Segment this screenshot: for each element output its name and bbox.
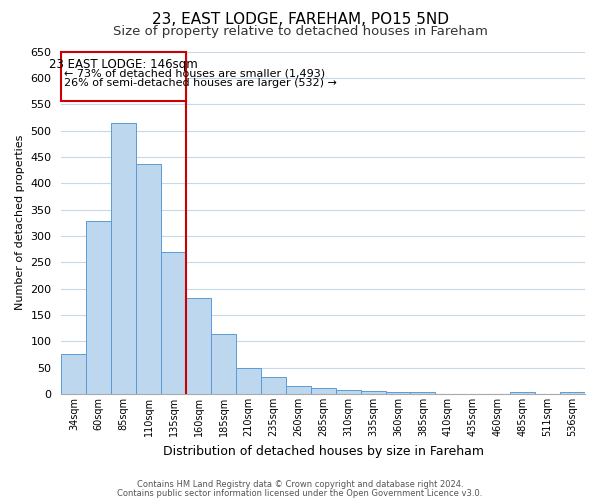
Bar bbox=[161, 252, 186, 394]
Text: 23 EAST LODGE: 146sqm: 23 EAST LODGE: 146sqm bbox=[49, 58, 198, 71]
Bar bbox=[211, 334, 236, 394]
Bar bbox=[410, 392, 436, 394]
Text: Contains public sector information licensed under the Open Government Licence v3: Contains public sector information licen… bbox=[118, 488, 482, 498]
Bar bbox=[560, 392, 585, 394]
Text: Contains HM Land Registry data © Crown copyright and database right 2024.: Contains HM Land Registry data © Crown c… bbox=[137, 480, 463, 489]
Bar bbox=[510, 392, 535, 394]
Bar bbox=[261, 377, 286, 394]
Bar bbox=[311, 388, 335, 394]
Bar bbox=[61, 354, 86, 394]
Bar bbox=[111, 122, 136, 394]
Text: 23, EAST LODGE, FAREHAM, PO15 5ND: 23, EAST LODGE, FAREHAM, PO15 5ND bbox=[151, 12, 449, 28]
Text: ← 73% of detached houses are smaller (1,493): ← 73% of detached houses are smaller (1,… bbox=[64, 68, 325, 78]
Text: Size of property relative to detached houses in Fareham: Size of property relative to detached ho… bbox=[113, 25, 487, 38]
Bar bbox=[186, 298, 211, 394]
FancyBboxPatch shape bbox=[61, 52, 185, 101]
X-axis label: Distribution of detached houses by size in Fareham: Distribution of detached houses by size … bbox=[163, 444, 484, 458]
Bar bbox=[236, 368, 261, 394]
Bar bbox=[335, 390, 361, 394]
Y-axis label: Number of detached properties: Number of detached properties bbox=[15, 135, 25, 310]
Bar bbox=[386, 392, 410, 394]
Bar bbox=[286, 386, 311, 394]
Text: 26% of semi-detached houses are larger (532) →: 26% of semi-detached houses are larger (… bbox=[64, 78, 337, 88]
Bar bbox=[361, 392, 386, 394]
Bar bbox=[136, 164, 161, 394]
Bar bbox=[86, 221, 111, 394]
